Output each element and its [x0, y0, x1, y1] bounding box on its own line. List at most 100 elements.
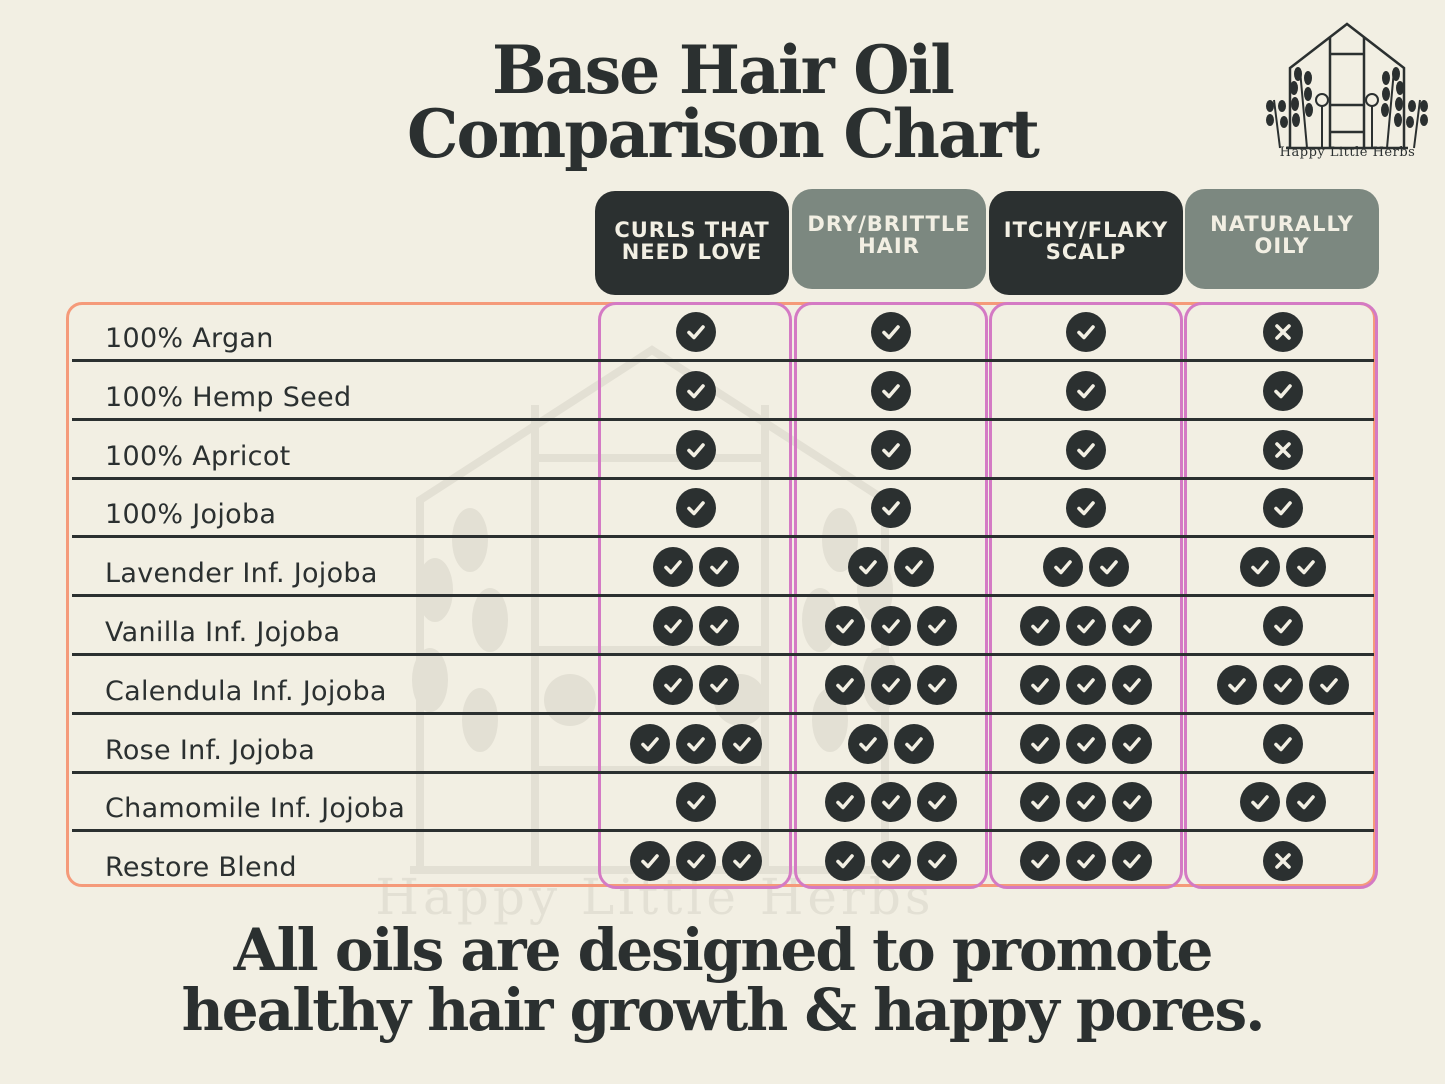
row-divider — [72, 770, 1374, 774]
footer-line-2: healthy hair growth & happy pores. — [181, 976, 1266, 1044]
rating-cell — [599, 483, 793, 533]
check-circle-icon — [871, 606, 911, 646]
rating-cell — [989, 483, 1183, 533]
column-header-line-1: CURLS THAT — [614, 218, 770, 242]
row-label: Calendula Inf. Jojoba — [105, 675, 387, 707]
check-circle-icon — [699, 664, 739, 705]
row-divider — [72, 535, 1374, 539]
rating-cell — [1186, 542, 1380, 592]
row-divider — [72, 594, 1374, 598]
rating-cell — [794, 366, 988, 416]
check-circle-icon — [653, 664, 693, 705]
row-label: Vanilla Inf. Jojoba — [105, 617, 341, 648]
check-circle-icon — [1066, 841, 1106, 882]
x-circle-icon — [1263, 312, 1303, 352]
rating-cell — [599, 307, 793, 357]
check-circle-icon — [917, 782, 957, 823]
column-header-line-2: HAIR — [858, 234, 920, 258]
check-circle-icon — [871, 841, 911, 882]
row-label: Chamomile Inf. Jojoba — [105, 793, 406, 825]
rating-cell — [989, 660, 1183, 710]
check-circle-icon — [1286, 782, 1326, 823]
row-label: 100% Apricot — [105, 440, 291, 472]
check-circle-icon — [1066, 429, 1106, 470]
check-circle-icon — [722, 723, 762, 764]
check-circle-icon — [1066, 782, 1106, 823]
check-circle-icon — [848, 547, 888, 588]
footer-tagline: All oils are designed to promote healthy… — [0, 920, 1445, 1040]
check-circle-icon — [1263, 664, 1303, 705]
check-circle-icon — [676, 488, 716, 529]
x-circle-icon — [1263, 841, 1303, 882]
check-circle-icon — [871, 312, 911, 352]
row-divider — [72, 711, 1374, 715]
rating-cell — [989, 719, 1183, 769]
rating-cell — [794, 660, 988, 710]
row-divider — [72, 476, 1374, 480]
row-label: Rose Inf. Jojoba — [105, 734, 316, 766]
row-divider — [72, 417, 1374, 421]
check-circle-icon — [676, 429, 716, 470]
rating-cell — [599, 719, 793, 769]
check-circle-icon — [1066, 664, 1106, 705]
check-circle-icon — [1286, 547, 1326, 588]
column-header-line-1: DRY/BRITTLE — [807, 212, 971, 236]
check-circle-icon — [1020, 841, 1060, 882]
check-circle-icon — [871, 664, 911, 705]
check-circle-icon — [1112, 664, 1152, 705]
check-circle-icon — [1263, 370, 1303, 411]
rating-cell — [1186, 366, 1380, 416]
column-header-itchy-flaky: ITCHY/FLAKY SCALP — [989, 191, 1183, 295]
x-circle-icon — [1263, 429, 1303, 470]
check-circle-icon — [917, 664, 957, 705]
check-circle-icon — [1020, 606, 1060, 646]
rating-cell — [794, 483, 988, 533]
check-circle-icon — [825, 664, 865, 705]
rating-cell — [599, 542, 793, 592]
check-circle-icon — [676, 370, 716, 411]
check-circle-icon — [1240, 782, 1280, 823]
check-circle-icon — [676, 723, 716, 764]
check-circle-icon — [676, 312, 716, 352]
rating-cell — [794, 425, 988, 475]
row-label: Restore Blend — [105, 852, 297, 884]
check-circle-icon — [1217, 664, 1257, 705]
check-circle-icon — [653, 606, 693, 646]
check-circle-icon — [1066, 370, 1106, 411]
row-label: 100% Jojoba — [105, 499, 277, 531]
check-circle-icon — [699, 547, 739, 588]
rating-cell — [1186, 660, 1380, 710]
check-circle-icon — [825, 841, 865, 882]
check-circle-icon — [917, 606, 957, 646]
check-circle-icon — [676, 782, 716, 823]
check-circle-icon — [1066, 723, 1106, 764]
rating-cell — [599, 836, 793, 886]
rating-cell — [599, 425, 793, 475]
check-circle-icon — [871, 488, 911, 529]
check-circle-icon — [1112, 841, 1152, 882]
row-label: Lavender Inf. Jojoba — [105, 558, 378, 590]
check-circle-icon — [1112, 782, 1152, 823]
row-divider — [72, 359, 1374, 362]
column-header-line-2: SCALP — [1045, 240, 1127, 264]
check-circle-icon — [1112, 606, 1152, 646]
rating-cell — [599, 366, 793, 416]
check-circle-icon — [630, 723, 670, 764]
rating-cell — [1186, 601, 1380, 651]
check-circle-icon — [1020, 664, 1060, 705]
rating-cell — [794, 777, 988, 827]
check-circle-icon — [653, 547, 693, 588]
rating-cell — [599, 601, 793, 651]
check-circle-icon — [1309, 664, 1349, 705]
title-line-2: Comparison Chart — [407, 95, 1040, 173]
rating-cell — [599, 777, 793, 827]
rating-cell — [1186, 719, 1380, 769]
row-label: 100% Hemp Seed — [105, 381, 352, 413]
column-header-line-1: NATURALLY — [1210, 212, 1354, 236]
check-circle-icon — [871, 782, 911, 823]
check-circle-icon — [1089, 547, 1129, 588]
check-circle-icon — [1066, 606, 1106, 646]
rating-cell — [1186, 307, 1380, 357]
check-circle-icon — [722, 841, 762, 882]
rating-cell — [989, 601, 1183, 651]
